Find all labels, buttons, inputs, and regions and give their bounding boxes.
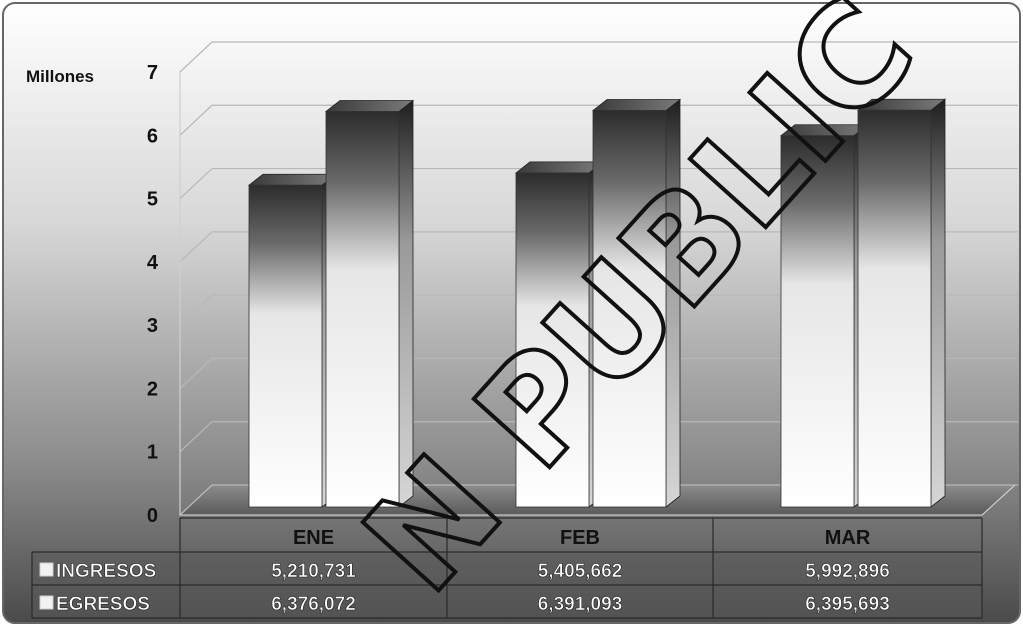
y-tick-label: 3 <box>147 315 158 337</box>
bar-top <box>516 162 603 173</box>
legend-swatch-egresos <box>40 596 53 609</box>
y-tick-label: 1 <box>147 442 158 464</box>
data-label: 5,405,662 <box>538 561 623 582</box>
bar-face <box>858 110 931 507</box>
y-axis-label: Millones <box>26 67 94 86</box>
bar-face <box>326 111 399 507</box>
data-label: 6,395,693 <box>805 594 890 615</box>
bar-ingresos-ene <box>249 174 336 507</box>
y-tick-label: 7 <box>147 62 158 84</box>
x-tick-label: MAR <box>825 527 871 549</box>
y-tick-label: 0 <box>147 505 158 527</box>
y-tick-label: 6 <box>147 125 158 147</box>
bar-side <box>931 99 945 507</box>
legend-swatch-ingresos <box>40 563 53 576</box>
bar-top <box>326 100 413 111</box>
y-tick-label: 4 <box>147 252 159 274</box>
x-tick-label: FEB <box>560 527 600 549</box>
bar-face <box>249 185 322 507</box>
x-tick-label: ENE <box>293 527 334 549</box>
data-label: 6,376,072 <box>271 594 356 615</box>
y-tick-label: 2 <box>147 378 158 400</box>
bar-top <box>249 174 336 185</box>
legend-label: INGRESOS <box>56 561 156 582</box>
data-label: 5,992,896 <box>805 561 890 582</box>
data-label: 6,391,093 <box>538 594 623 615</box>
bar-top <box>593 100 680 111</box>
data-label: 5,210,731 <box>271 561 356 582</box>
legend-label: EGRESOS <box>56 594 150 615</box>
y-tick-label: 5 <box>147 189 158 211</box>
